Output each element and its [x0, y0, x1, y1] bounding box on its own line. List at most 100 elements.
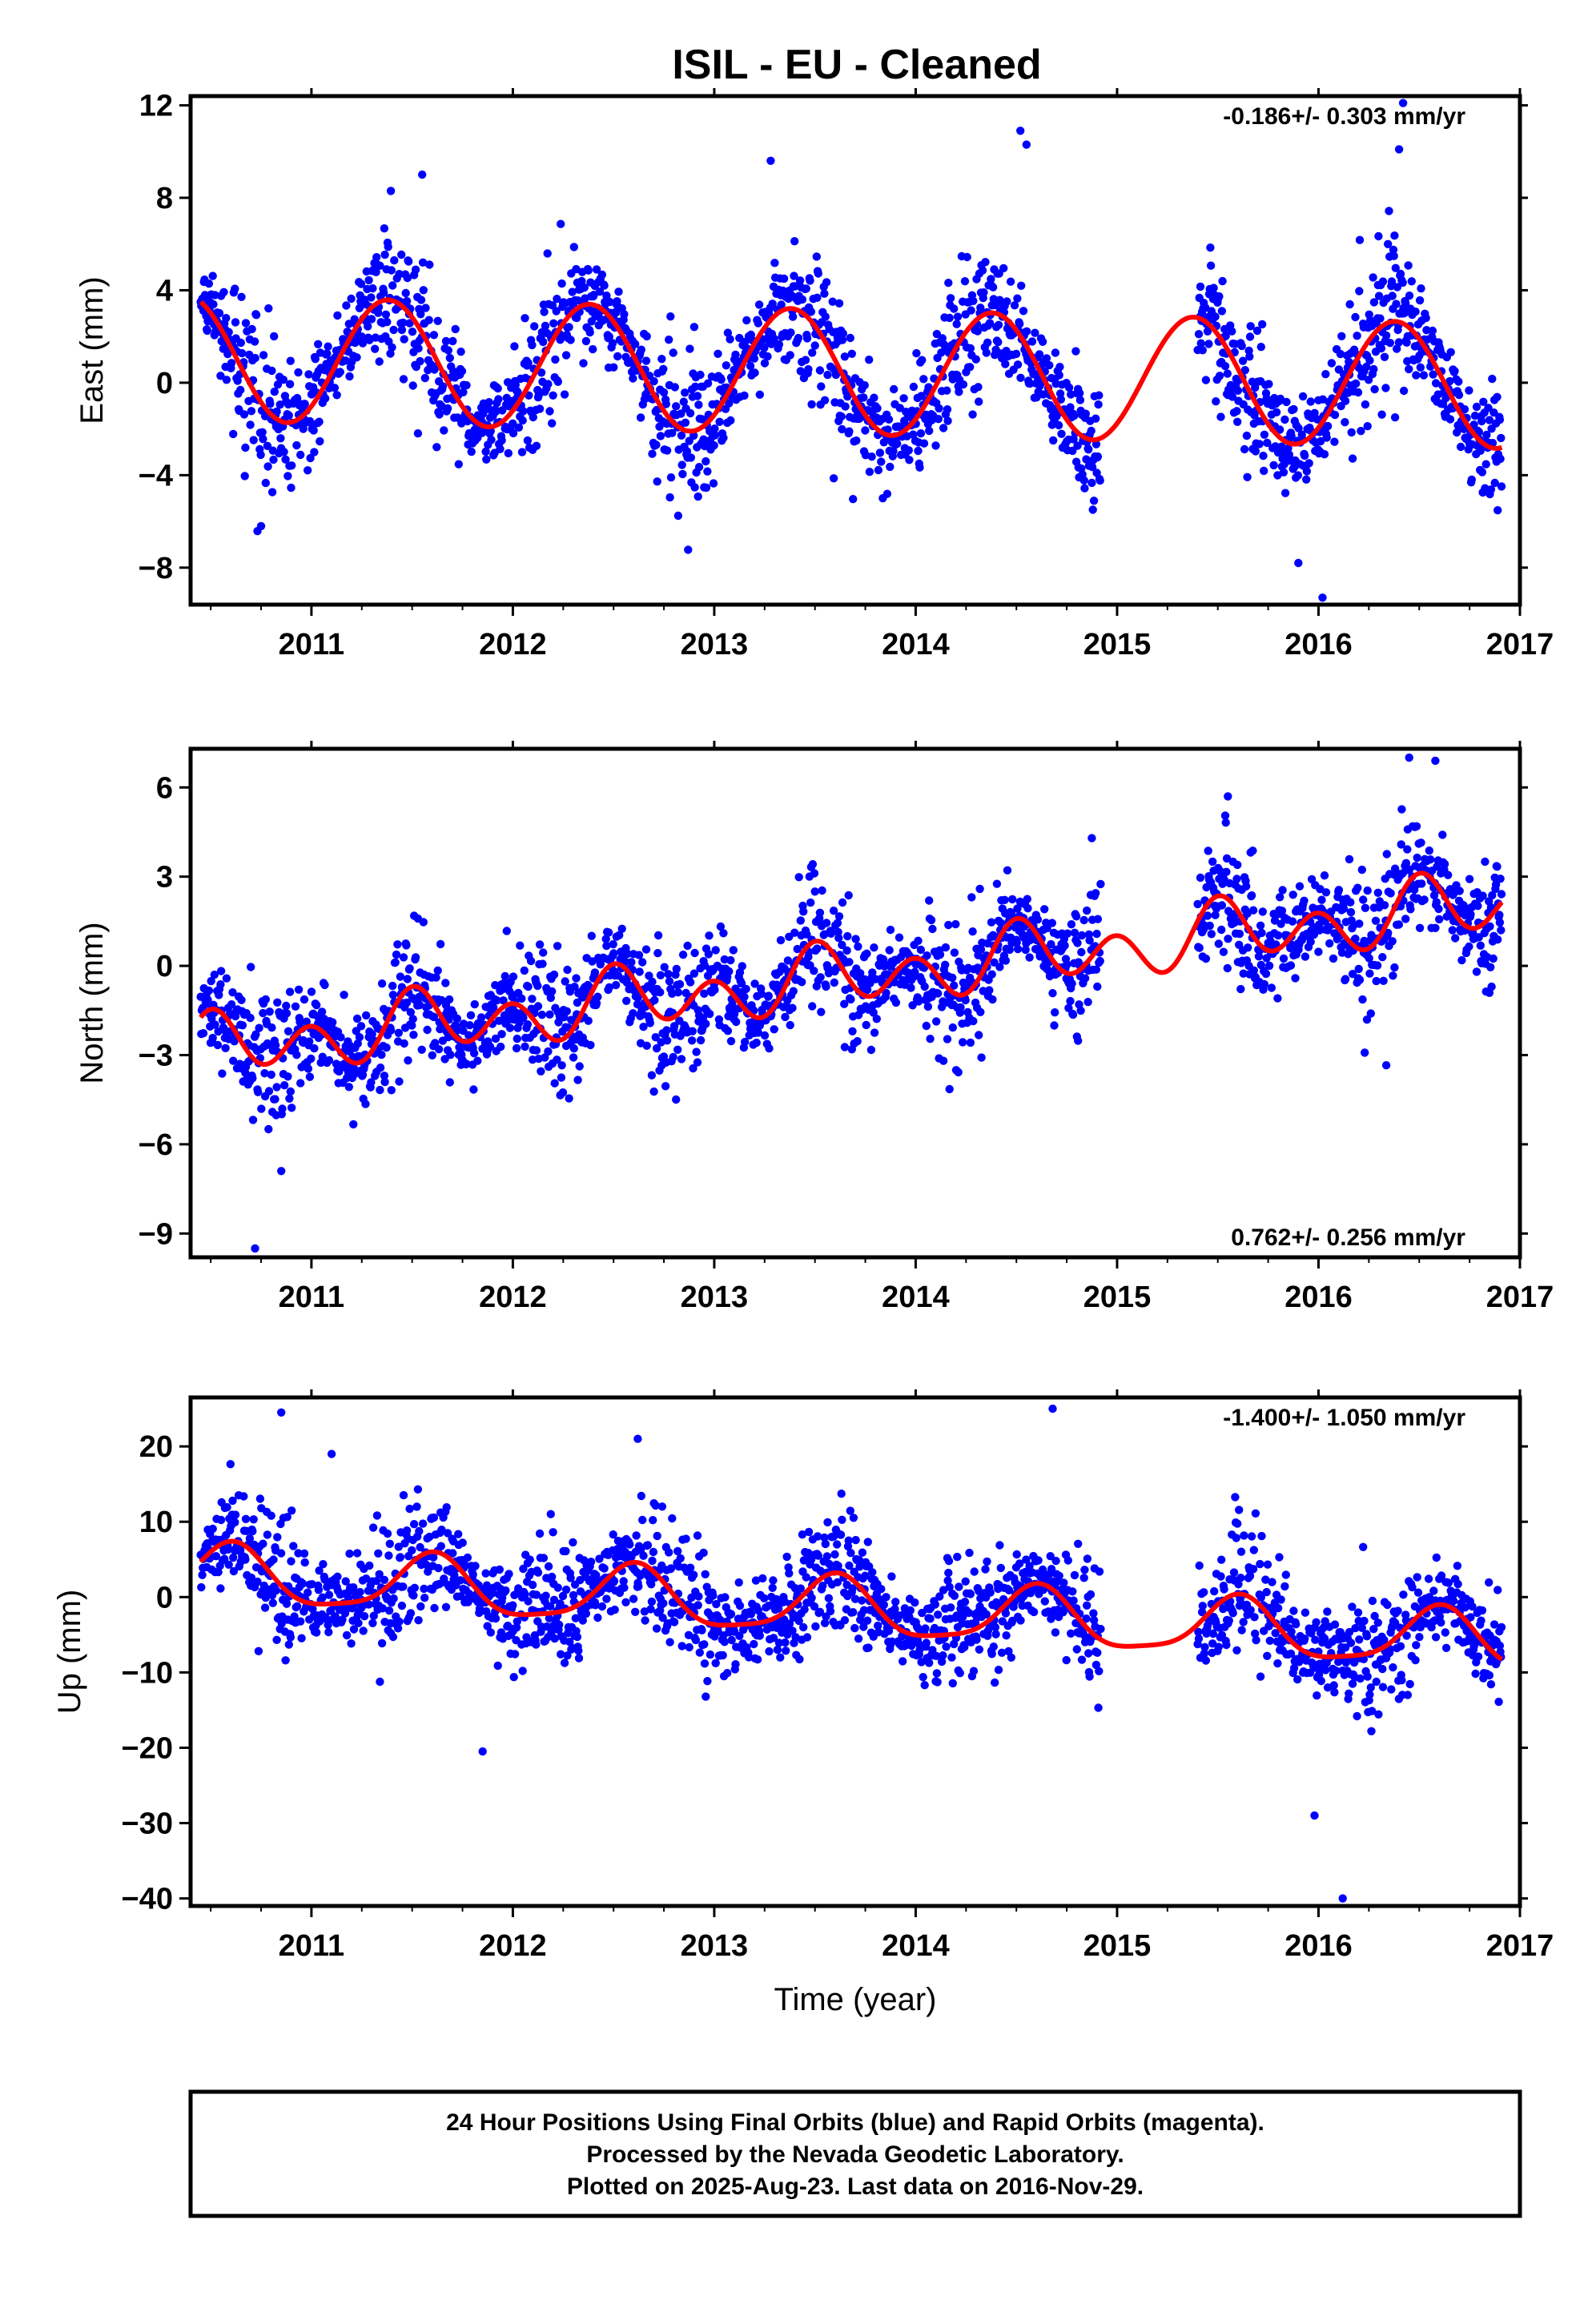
- east-data-point: [693, 492, 702, 501]
- north-data-point: [592, 999, 601, 1007]
- east-data-point: [1352, 379, 1361, 388]
- north-data-point: [1355, 919, 1364, 928]
- north-data-point: [586, 1040, 595, 1050]
- north-data-point: [833, 919, 842, 927]
- north-data-point: [538, 959, 547, 968]
- north-data-point: [248, 1116, 258, 1124]
- north-data-point: [361, 1100, 370, 1108]
- east-data-point: [1045, 360, 1054, 370]
- east-data-point: [541, 321, 550, 331]
- north-data-point: [1256, 921, 1265, 931]
- up-data-point: [760, 1594, 769, 1603]
- up-data-point: [389, 1594, 398, 1603]
- east-data-point: [549, 391, 557, 400]
- east-data-point: [1075, 388, 1084, 398]
- up-data-point: [804, 1527, 814, 1537]
- up-data-point: [248, 1526, 257, 1536]
- up-data-point: [496, 1628, 506, 1637]
- east-data-point: [517, 448, 527, 456]
- north-data-point: [1388, 937, 1397, 946]
- north-data-point: [689, 969, 699, 978]
- east-data-point: [952, 320, 961, 328]
- east-data-point: [352, 353, 361, 362]
- figure-title: ISIL - EU - Cleaned: [672, 42, 1041, 88]
- north-data-point: [387, 1086, 396, 1095]
- east-data-point: [241, 319, 251, 328]
- east-data-point: [798, 295, 807, 304]
- north-outlier-point: [1431, 756, 1440, 766]
- up-data-point: [571, 1614, 580, 1622]
- east-data-point: [279, 448, 288, 456]
- east-x-tick-label: 2016: [1284, 628, 1353, 661]
- north-data-point: [1433, 862, 1441, 871]
- east-data-point: [786, 351, 794, 360]
- east-data-point: [380, 288, 388, 297]
- east-data-point: [870, 393, 878, 402]
- north-data-point: [380, 1072, 389, 1080]
- up-data-point: [563, 1651, 572, 1660]
- north-data-point: [810, 887, 819, 896]
- north-data-point: [840, 999, 849, 1008]
- east-data-point: [1084, 445, 1093, 454]
- east-data-point: [1042, 354, 1051, 363]
- east-data-point: [702, 483, 711, 493]
- north-data-point: [838, 898, 847, 907]
- east-data-point: [1051, 380, 1060, 388]
- east-data-point: [233, 376, 242, 385]
- up-data-point: [369, 1611, 378, 1620]
- east-data-point: [917, 392, 926, 400]
- north-data-point: [1233, 860, 1242, 870]
- east-data-point: [400, 335, 408, 344]
- north-data-point: [1260, 979, 1269, 989]
- east-data-point: [1454, 377, 1463, 386]
- north-data-point: [1080, 974, 1090, 983]
- east-data-point: [1385, 339, 1395, 348]
- north-data-point: [396, 972, 405, 981]
- east-data-point: [1320, 450, 1329, 459]
- east-data-point: [467, 447, 476, 456]
- east-data-point: [684, 545, 693, 554]
- north-data-point: [307, 1054, 316, 1063]
- up-data-point: [471, 1562, 480, 1570]
- up-data-point: [318, 1593, 327, 1602]
- north-data-point: [584, 1016, 593, 1025]
- east-data-point: [1374, 292, 1384, 300]
- up-data-point: [676, 1554, 685, 1563]
- east-data-point: [388, 281, 397, 290]
- east-data-point: [1198, 346, 1208, 355]
- up-data-point: [300, 1549, 309, 1558]
- up-data-point: [774, 1604, 783, 1613]
- north-data-point: [1496, 875, 1505, 883]
- east-data-point: [1031, 328, 1039, 337]
- north-data-point: [732, 1017, 741, 1027]
- up-data-point: [735, 1631, 744, 1640]
- east-data-point: [1196, 339, 1205, 348]
- north-data-point: [856, 969, 865, 978]
- north-data-point: [742, 984, 750, 994]
- east-data-point: [909, 382, 919, 392]
- north-data-point: [1473, 902, 1482, 911]
- north-data-point: [324, 1055, 334, 1065]
- east-data-point: [1054, 420, 1063, 430]
- up-data-point: [384, 1606, 394, 1615]
- north-data-point: [943, 1035, 952, 1043]
- up-data-point: [413, 1485, 423, 1494]
- north-data-point: [305, 1072, 315, 1081]
- east-data-point: [397, 325, 407, 335]
- east-data-point: [982, 348, 991, 357]
- north-data-point: [987, 918, 996, 927]
- east-data-point: [746, 361, 755, 371]
- east-data-point: [994, 338, 1003, 347]
- north-data-point: [920, 982, 929, 991]
- north-data-point: [380, 1077, 389, 1087]
- north-data-point: [783, 956, 793, 965]
- up-data-point: [643, 1541, 653, 1550]
- north-data-point: [415, 1000, 424, 1010]
- east-data-point: [1280, 489, 1290, 497]
- north-data-point: [283, 1027, 293, 1036]
- east-fit-curve: [199, 297, 1503, 451]
- north-data-point: [549, 970, 559, 979]
- north-data-point: [1217, 925, 1226, 935]
